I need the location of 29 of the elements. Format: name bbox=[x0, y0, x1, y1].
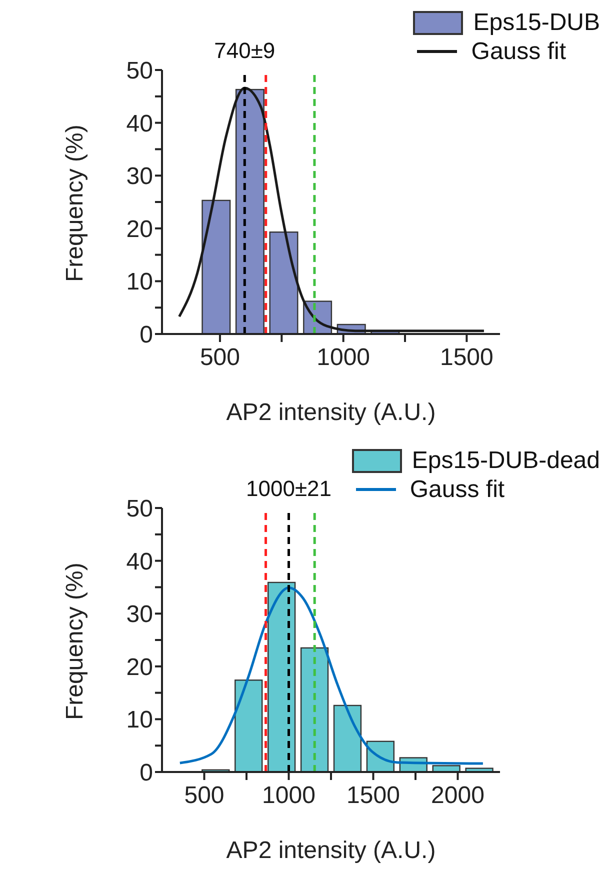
x-tick-label: 1500 bbox=[440, 344, 494, 372]
y-tick-label: 20 bbox=[126, 654, 153, 681]
y-tick-label: 0 bbox=[140, 760, 153, 787]
x-axis-title: AP2 intensity (A.U.) bbox=[226, 837, 436, 864]
y-tick-label: 10 bbox=[126, 268, 153, 296]
y-tick-label: 40 bbox=[126, 110, 153, 138]
text: 740±9 bbox=[214, 38, 276, 63]
legend-label: Eps15-DUB-dead bbox=[412, 446, 600, 475]
y-tick-label: 50 bbox=[126, 496, 153, 523]
legend-label: Gauss fit bbox=[410, 475, 505, 504]
y-tick-label: 30 bbox=[126, 163, 153, 190]
y-axis-title: Frequency (%) bbox=[62, 562, 89, 720]
y-tick-label: 0 bbox=[140, 322, 153, 349]
x-tick-label: 1000 bbox=[316, 344, 370, 372]
legend-label: Eps15-DUB bbox=[473, 8, 600, 37]
y-tick-label: 20 bbox=[126, 216, 153, 243]
x-tick-label: 500 bbox=[200, 344, 240, 372]
x-tick-label: 1500 bbox=[346, 782, 400, 810]
y-tick-label: 50 bbox=[126, 58, 153, 85]
y-tick-label: 10 bbox=[126, 706, 153, 734]
y-tick-label: 30 bbox=[126, 601, 153, 628]
x-tick-label: 1000 bbox=[262, 782, 316, 810]
x-tick-label: 500 bbox=[184, 782, 224, 810]
text: 1000±21 bbox=[246, 476, 332, 501]
y-axis-title: Frequency (%) bbox=[62, 124, 89, 282]
y-tick-label: 40 bbox=[126, 548, 153, 576]
x-axis-title: AP2 intensity (A.U.) bbox=[226, 399, 436, 426]
x-tick-label: 2000 bbox=[431, 782, 484, 810]
legend-label: Gauss fit bbox=[471, 37, 566, 66]
